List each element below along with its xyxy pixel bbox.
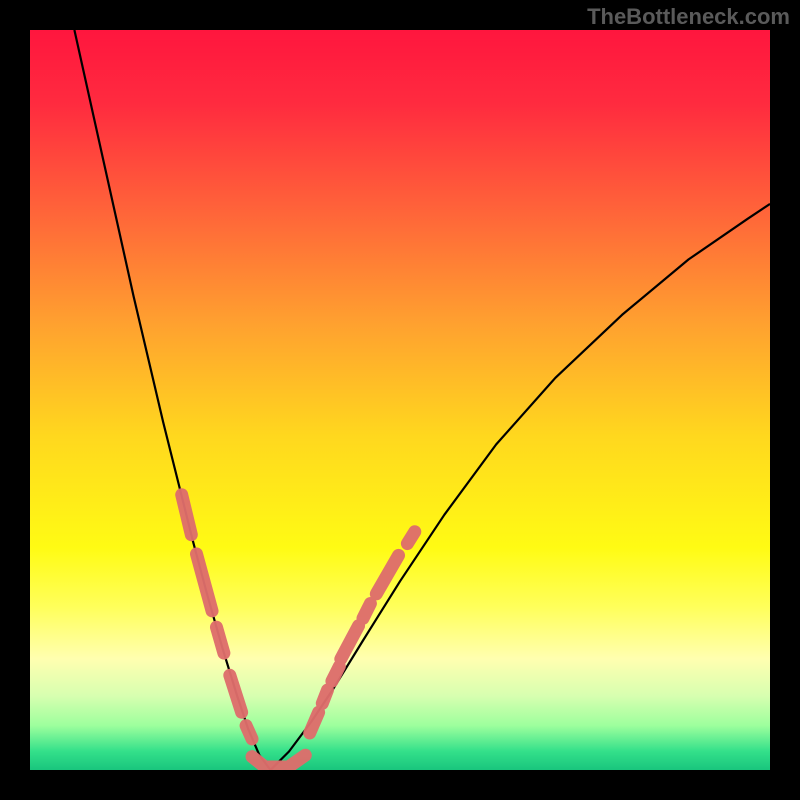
chart-canvas: TheBottleneck.com: [0, 0, 800, 800]
marker-right-2: [332, 666, 339, 681]
marker-right-1: [322, 690, 327, 703]
marker-right-6: [407, 532, 414, 544]
watermark-text: TheBottleneck.com: [587, 4, 790, 30]
chart-svg: [30, 30, 770, 770]
marker-left-2: [216, 627, 223, 653]
marker-bottom-0: [252, 757, 263, 766]
marker-right-0: [310, 712, 319, 733]
marker-right-4: [363, 604, 370, 619]
plot-area: [30, 30, 770, 770]
gradient-background: [30, 30, 770, 770]
marker-left-4: [246, 726, 252, 739]
marker-bottom-2: [290, 755, 305, 765]
